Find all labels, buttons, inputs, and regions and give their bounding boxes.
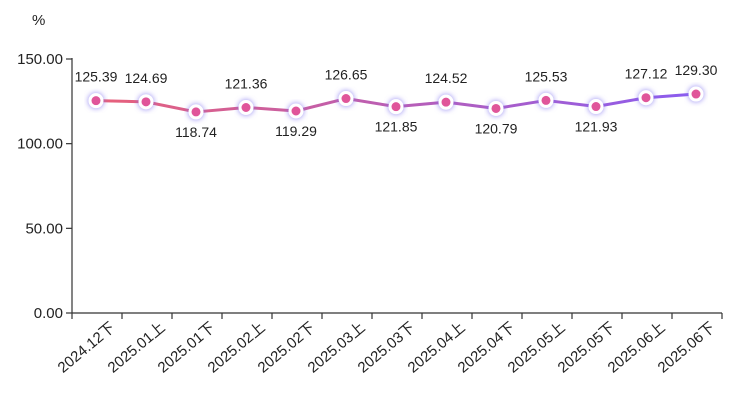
data-point[interactable] [488,100,504,116]
data-label: 118.74 [175,124,217,140]
data-label: 127.12 [625,66,668,82]
data-point[interactable] [288,103,304,119]
data-point[interactable] [338,91,354,107]
data-label: 121.85 [375,119,418,135]
data-point[interactable] [588,99,604,115]
data-label: 126.65 [325,67,368,83]
data-label: 124.52 [425,70,468,86]
data-point[interactable] [688,86,704,102]
data-point[interactable] [88,93,104,109]
data-label: 120.79 [475,120,518,136]
data-point[interactable] [438,94,454,110]
data-label: 121.93 [575,119,618,135]
y-unit-label: % [32,12,45,29]
data-point[interactable] [238,99,254,115]
data-point[interactable] [138,94,154,110]
data-label: 124.69 [125,70,168,86]
data-label: 121.36 [225,75,268,91]
data-point[interactable] [388,99,404,115]
data-point[interactable] [188,104,204,120]
data-point[interactable] [538,92,554,108]
y-tick-label: 50.00 [25,220,63,237]
data-label: 125.53 [525,68,568,84]
data-point[interactable] [638,90,654,106]
y-tick-label: 0.00 [34,305,63,322]
data-label: 125.39 [75,69,118,85]
data-label: 119.29 [275,123,317,139]
y-tick-label: 100.00 [17,136,63,153]
y-tick-label: 150.00 [17,51,63,68]
data-label: 129.30 [675,62,718,78]
